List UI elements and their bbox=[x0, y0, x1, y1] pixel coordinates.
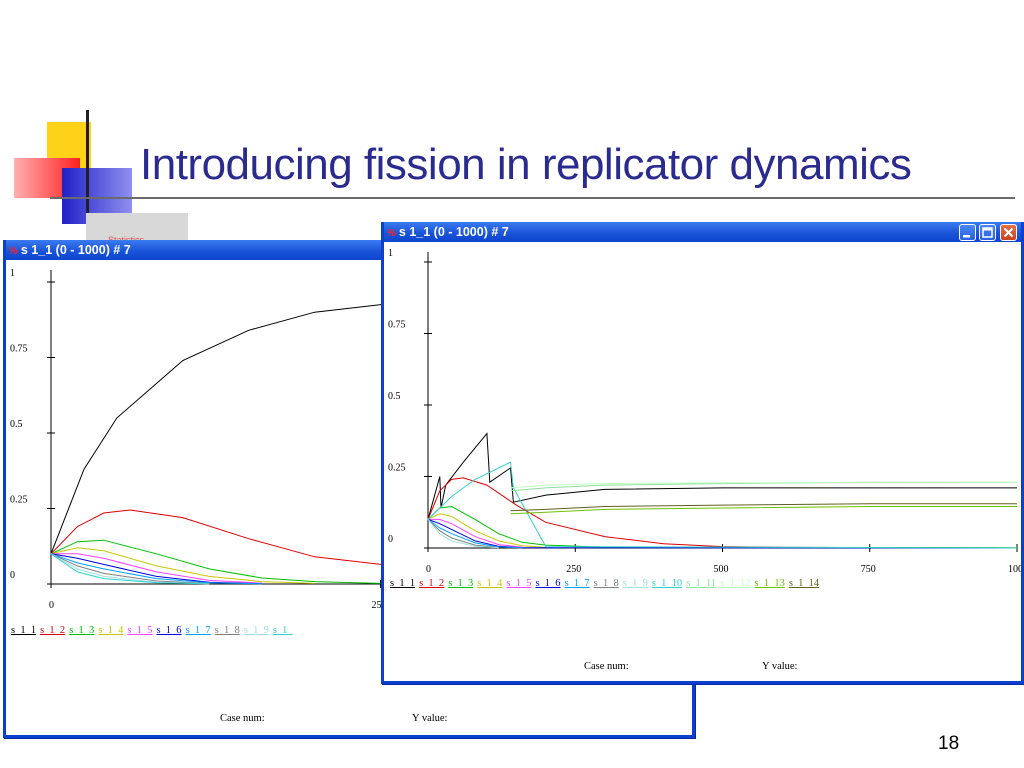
series-line-s_1_14 bbox=[510, 503, 1017, 512]
y-tick-label: 0 bbox=[388, 534, 393, 545]
y-tick-label: 0.75 bbox=[388, 320, 406, 331]
app-icon: % bbox=[9, 246, 18, 257]
y-tick-label: 0.5 bbox=[388, 391, 401, 402]
series-line-s_1_7 bbox=[427, 518, 523, 549]
y-tick-label: 1 bbox=[388, 248, 393, 259]
x-tick-label: 0 bbox=[426, 564, 431, 575]
window-2-value-label: Y value: bbox=[762, 661, 798, 672]
series-line-s_1_8 bbox=[50, 553, 210, 584]
legend-item: s_1_5 bbox=[127, 625, 153, 636]
series-line-s_1_3 bbox=[427, 505, 1018, 549]
series-line-s_1_8 bbox=[427, 519, 499, 548]
legend-item: s_1_6 bbox=[156, 625, 182, 636]
legend-item: s_1_8 bbox=[214, 625, 240, 636]
y-tick-label: 0.75 bbox=[10, 344, 28, 355]
legend-item: s_1_3 bbox=[69, 625, 95, 636]
slide-page-number: 18 bbox=[938, 733, 960, 754]
legend-item: s_1_4 bbox=[477, 578, 503, 589]
x-tick-label: 1000 bbox=[1008, 564, 1024, 575]
slide-title: Introducing fission in replicator dynami… bbox=[140, 140, 912, 189]
legend-item: s_1_9 bbox=[243, 625, 269, 636]
title-rule bbox=[50, 197, 1015, 199]
series-line-s_1_11 bbox=[510, 481, 1017, 492]
series-line-s_1_10 bbox=[50, 553, 210, 585]
series-line-s_1_4 bbox=[50, 547, 315, 584]
window-2-case-label: Case num: bbox=[584, 661, 629, 672]
y-tick-label: 0.5 bbox=[10, 419, 23, 430]
legend-item: s_1_13 bbox=[754, 578, 785, 589]
legend-item: s_1_14 bbox=[788, 578, 820, 589]
window-2-plot: 0 0.25 0.5 0.75 1 0 250 500 750 1000 bbox=[388, 248, 1024, 575]
window-2-title: s 1_1 (0 - 1000) # 7 bbox=[398, 225, 509, 239]
x-tick-label: 500 bbox=[714, 564, 729, 575]
series-line-s_1_3 bbox=[50, 539, 381, 584]
close-icon bbox=[1003, 227, 1014, 238]
close-button[interactable] bbox=[1000, 224, 1017, 241]
legend-item: s_1_1 bbox=[390, 578, 416, 589]
y-tick-label: 0 bbox=[10, 570, 15, 581]
window-1-legend: s_1_1 s_1_2 s_1_3 s_1_4 s_1_5 s_1_6 s_1_7 s_1_8… bbox=[11, 625, 297, 636]
window-1-value-label: Y value: bbox=[412, 713, 448, 724]
legend-item: s_1_1 bbox=[11, 625, 37, 636]
legend-item: s_1_7 bbox=[185, 625, 211, 636]
x-tick-label: 0 bbox=[49, 600, 54, 611]
legend-item: s_1_ bbox=[272, 625, 293, 636]
minimize-button[interactable] bbox=[959, 224, 976, 241]
series-line-s_1_7 bbox=[50, 553, 262, 585]
series-line-s_1_5 bbox=[428, 518, 523, 548]
y-tick-label: 0.25 bbox=[388, 463, 406, 474]
window-1-title: s 1_1 (0 - 1000) # 7 bbox=[20, 243, 131, 257]
legend-item: s_1_4 bbox=[98, 625, 124, 636]
series-line-s_1_6 bbox=[427, 518, 1018, 549]
legend-item: s_1_11 bbox=[686, 578, 717, 589]
series-line-s_1_9 bbox=[427, 519, 499, 549]
series-line-s_1_10 bbox=[427, 461, 1018, 549]
series-line-s_1_6 bbox=[50, 553, 262, 585]
background-window-tab: Statistics bbox=[86, 213, 188, 245]
legend-item: s_1_12 bbox=[720, 578, 751, 589]
legend-item: s_1_10 bbox=[651, 578, 683, 589]
y-tick-label: 0.25 bbox=[10, 495, 28, 506]
x-tick-label: 250 bbox=[566, 564, 581, 575]
maximize-button[interactable] bbox=[979, 224, 996, 241]
y-tick-label: 1 bbox=[10, 268, 15, 279]
maximize-icon bbox=[982, 227, 993, 238]
series-line-s_1_4 bbox=[427, 513, 546, 548]
x-tick-label: 750 bbox=[861, 564, 876, 575]
legend-item: s_1_9 bbox=[622, 578, 648, 589]
window-1-case-label: Case num: bbox=[220, 713, 265, 724]
legend-item: s_1_3 bbox=[448, 578, 474, 589]
series-line-s_1_5 bbox=[51, 553, 262, 584]
series-line-s_1_2 bbox=[427, 477, 1018, 549]
legend-item: s_1_5 bbox=[506, 578, 532, 589]
x-tick-label: 250 bbox=[372, 600, 387, 611]
legend-item: s_1_8 bbox=[593, 578, 619, 589]
deco-vertical-line bbox=[86, 110, 89, 222]
legend-item: s_1_2 bbox=[40, 625, 66, 636]
window-2-legend: s_1_1 s_1_2 s_1_3 s_1_4 s_1_5 s_1_6 s_1_7 s_1_8… bbox=[390, 578, 823, 589]
minimize-icon bbox=[963, 235, 970, 238]
legend-item: s_1_7 bbox=[564, 578, 590, 589]
chart-window-2[interactable]: % s 1_1 (0 - 1000) # 7 0 0.25 0.5 0.75 1 0 250 5… bbox=[381, 222, 1024, 684]
legend-item: s_1_6 bbox=[535, 578, 561, 589]
app-icon: % bbox=[387, 228, 396, 239]
series-line-s_1_13 bbox=[510, 506, 1017, 515]
series-line-s_1_12 bbox=[510, 481, 1018, 489]
legend-item: s_1_2 bbox=[419, 578, 445, 589]
window-2-titlebar[interactable]: % s 1_1 (0 - 1000) # 7 bbox=[384, 222, 1021, 242]
